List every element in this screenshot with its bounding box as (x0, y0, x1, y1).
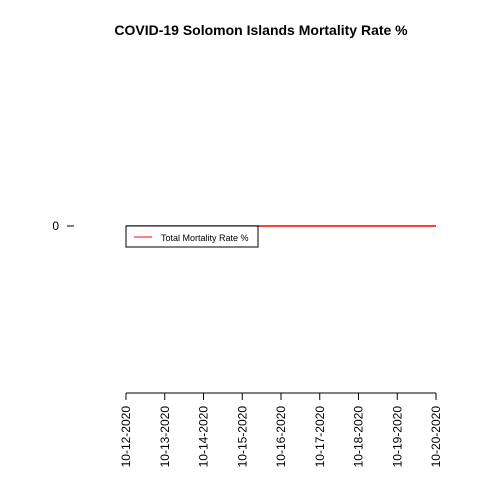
x-tick-label: 10-15-2020 (235, 406, 249, 468)
x-tick-label: 10-14-2020 (197, 406, 211, 468)
legend: Total Mortality Rate % (125, 225, 259, 248)
x-tick-label: 10-12-2020 (119, 406, 133, 468)
x-tick-label: 10-13-2020 (158, 406, 172, 468)
y-tick-label: 0 (52, 219, 59, 233)
legend-box (125, 225, 259, 248)
x-tick-label: 10-20-2020 (429, 406, 443, 468)
legend-entry-label: Total Mortality Rate % (161, 233, 249, 243)
x-tick-label: 10-18-2020 (352, 406, 366, 468)
chart-title: COVID-19 Solomon Islands Mortality Rate … (114, 22, 408, 38)
x-tick-label: 10-16-2020 (274, 406, 288, 468)
x-axis: 10-12-2020 10-13-2020 10-14-2020 10-15-2020… (119, 392, 443, 468)
x-tick-label: 10-19-2020 (390, 406, 404, 468)
x-tick-label: 10-17-2020 (313, 406, 327, 468)
y-axis: 0 (52, 219, 74, 233)
